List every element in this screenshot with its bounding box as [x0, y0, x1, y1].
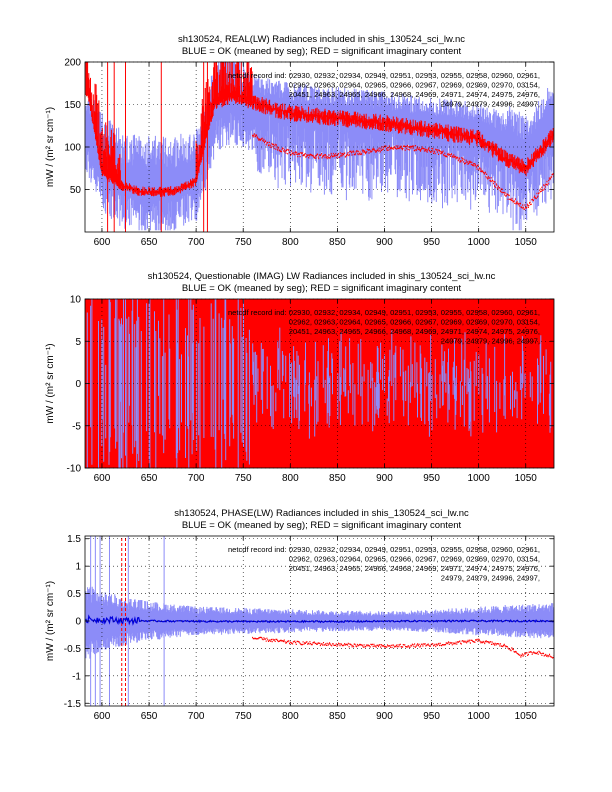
chart-title: sh130524, PHASE(LW) Radiances included i… — [174, 508, 469, 519]
y-tick-label: 5 — [75, 337, 81, 348]
annotation-line: netcdf record ind: 02930, 02932, 02934, … — [228, 308, 540, 317]
x-tick-label: 600 — [94, 237, 111, 248]
x-tick-label: 1000 — [468, 711, 491, 722]
y-axis-label: mW / (m² sr cm⁻¹) — [45, 581, 56, 661]
x-tick-label: 700 — [188, 473, 205, 484]
annotation-line: netcdf record ind: 02930, 02932, 02934, … — [228, 545, 540, 554]
x-tick-label: 850 — [329, 473, 346, 484]
y-tick-label: 10 — [70, 295, 82, 306]
y-tick-label: 150 — [64, 100, 81, 111]
x-tick-label: 950 — [423, 711, 440, 722]
y-tick-label: 0.5 — [67, 589, 81, 600]
x-tick-label: 1050 — [515, 237, 538, 248]
chart-subtitle: BLUE = OK (meaned by seg); RED = signifi… — [182, 46, 462, 57]
chart-title: sh130524, Questionable (IMAG) LW Radianc… — [148, 271, 496, 282]
y-tick-label: 100 — [64, 143, 81, 154]
x-tick-label: 750 — [235, 711, 252, 722]
annotation-line: 24979, 24979, 24996, 24997, — [441, 337, 540, 346]
y-tick-label: 0 — [75, 617, 81, 628]
y-tick-label: -10 — [67, 464, 82, 475]
chart-title: sh130524, REAL(LW) Radiances included in… — [178, 34, 465, 45]
y-tick-label: 0 — [75, 379, 81, 390]
annotation-line: 20451, 24963, 24965, 24966, 24968, 24969… — [289, 327, 540, 336]
y-tick-label: -1.5 — [64, 699, 82, 710]
x-tick-label: 850 — [329, 711, 346, 722]
ok-series-band — [85, 586, 554, 659]
ok-series-band — [86, 299, 552, 468]
x-tick-label: 1050 — [515, 473, 538, 484]
chart-subtitle: BLUE = OK (meaned by seg); RED = signifi… — [182, 520, 462, 531]
annotation-line: 02962, 02963, 02964, 02965, 02966, 02967… — [289, 318, 540, 327]
x-tick-label: 700 — [188, 237, 205, 248]
panel-2: sh130524, Questionable (IMAG) LW Radianc… — [45, 271, 555, 484]
panel-3: sh130524, PHASE(LW) Radiances included i… — [45, 508, 555, 722]
chart-subtitle: BLUE = OK (meaned by seg); RED = signifi… — [182, 283, 462, 294]
annotation-line: 20451, 24963, 24965, 24966, 24968, 24969… — [289, 90, 540, 99]
x-tick-label: 900 — [376, 473, 393, 484]
x-tick-label: 1000 — [468, 473, 491, 484]
x-tick-label: 1000 — [468, 237, 491, 248]
x-tick-label: 650 — [141, 473, 158, 484]
y-axis-label: mW / (m² sr cm⁻¹) — [45, 343, 56, 423]
x-tick-label: 600 — [94, 711, 111, 722]
imag-series-line — [252, 636, 554, 659]
y-tick-label: -0.5 — [64, 644, 82, 655]
imag-series-secondary — [252, 133, 554, 210]
x-tick-label: 650 — [141, 237, 158, 248]
y-tick-label: -1 — [72, 671, 81, 682]
ok-mean-line — [85, 614, 554, 626]
x-tick-label: 1050 — [515, 711, 538, 722]
y-tick-label: 50 — [70, 185, 82, 196]
x-tick-label: 750 — [235, 473, 252, 484]
x-tick-label: 800 — [282, 711, 299, 722]
x-tick-label: 600 — [94, 473, 111, 484]
annotation-line: 20451, 24963, 24965, 24966, 24968, 24969… — [289, 564, 540, 573]
annotation-line: 02962, 02963, 02964, 02965, 02966, 02967… — [289, 81, 540, 90]
y-tick-label: -5 — [72, 421, 81, 432]
x-tick-label: 700 — [188, 711, 205, 722]
annotation-line: 02962, 02963, 02964, 02965, 02966, 02967… — [289, 555, 540, 564]
x-tick-label: 650 — [141, 711, 158, 722]
x-tick-label: 850 — [329, 237, 346, 248]
record-annotation: netcdf record ind: 02930, 02932, 02934, … — [228, 308, 540, 346]
y-axis-label: mW / (m² sr cm⁻¹) — [45, 107, 56, 187]
x-tick-label: 750 — [235, 237, 252, 248]
x-tick-label: 950 — [423, 473, 440, 484]
x-tick-label: 800 — [282, 237, 299, 248]
plot-area — [85, 299, 554, 468]
annotation-line: 24979, 24979, 24996, 24997, — [441, 100, 540, 109]
x-tick-label: 900 — [376, 237, 393, 248]
x-tick-label: 900 — [376, 711, 393, 722]
imag-series-band — [85, 62, 554, 197]
record-annotation: netcdf record ind: 02930, 02932, 02934, … — [228, 71, 540, 109]
x-tick-label: 950 — [423, 237, 440, 248]
y-tick-label: 1.5 — [67, 534, 81, 545]
annotation-line: 24979, 24979, 24996, 24997, — [441, 574, 540, 583]
y-tick-label: 1 — [75, 562, 81, 573]
annotation-line: netcdf record ind: 02930, 02932, 02934, … — [228, 71, 540, 80]
y-tick-label: 200 — [64, 58, 81, 69]
x-tick-label: 800 — [282, 473, 299, 484]
record-annotation: netcdf record ind: 02930, 02932, 02934, … — [228, 545, 540, 583]
panel-1: sh130524, REAL(LW) Radiances included in… — [45, 34, 555, 248]
